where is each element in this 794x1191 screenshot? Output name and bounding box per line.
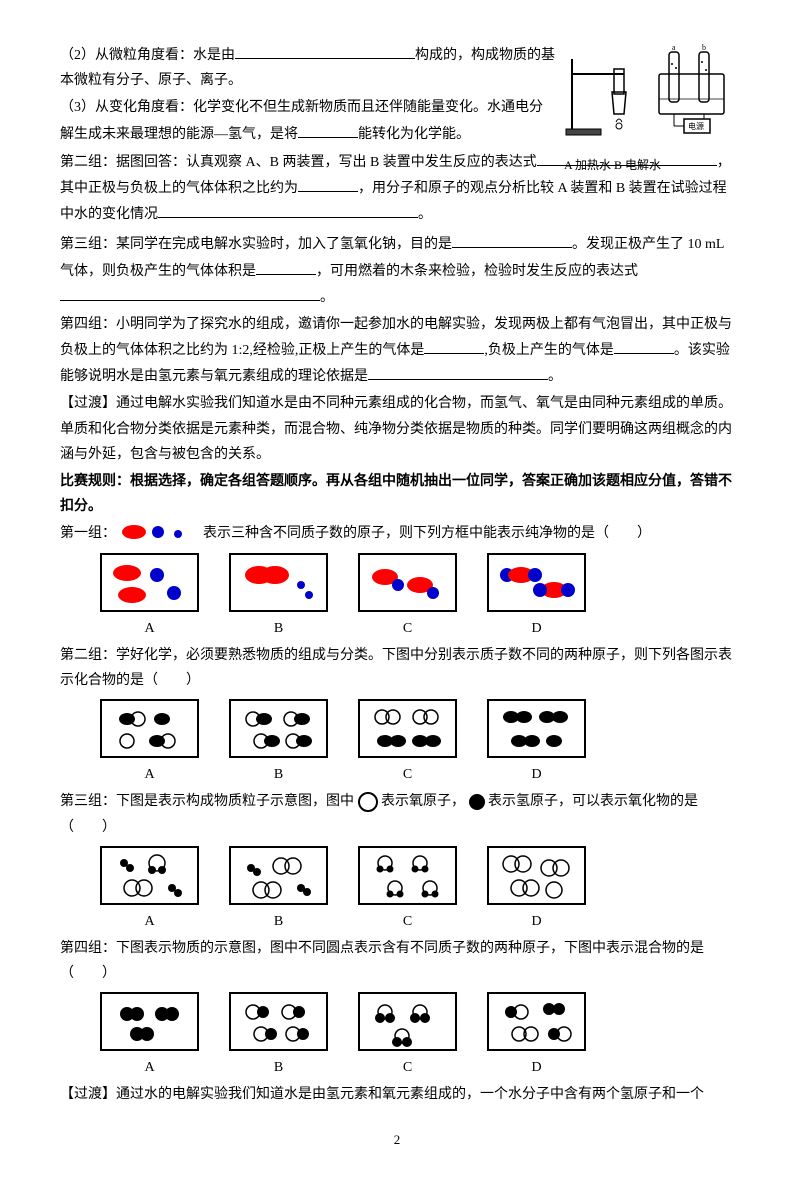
group2-line: 第二组：据图回答：认真观察 A、B 两装置，写出 B 装置中发生反应的表达式，其… (60, 149, 734, 228)
label4-d: D (531, 1055, 541, 1080)
g3a: 第三组：某同学在完成电解水实验时，加入了氢氧化钠，目的是 (60, 237, 452, 252)
apparatus-diagram: a b 电源 A 加热水 B 电解水 (564, 44, 734, 144)
label-a: A (144, 616, 154, 641)
group3-line: 第三组：某同学在完成电解水实验时，加入了氢氧化钠，目的是。发现正极产生了 10 … (60, 231, 734, 310)
blank-g3-3[interactable] (60, 284, 320, 301)
label-d: D (531, 616, 541, 641)
option4-c[interactable]: C (358, 992, 457, 1080)
blank-g3-2[interactable] (256, 258, 316, 275)
svg-text:a: a (672, 44, 676, 52)
option3-b[interactable]: B (229, 846, 328, 934)
grp1-mid: 表示三种含不同质子数的原子，则下列方框中能表示纯净物的是（ ） (203, 526, 651, 541)
blank-g3-1[interactable] (452, 231, 572, 248)
label2-b: B (274, 762, 283, 787)
label3-c: C (403, 909, 412, 934)
group2-prompt: 第二组：学好化学，必须要熟悉物质的组成与分类。下图中分别表示质子数不同的两种原子… (60, 643, 734, 693)
option4-b[interactable]: B (229, 992, 328, 1080)
group4-prompt: 第四组：下图表示物质的示意图，图中不同圆点表示含有不同质子数的两种原子，下图中表… (60, 936, 734, 986)
group2-options: A B C (100, 699, 734, 787)
transition2: 【过渡】通过水的电解实验我们知道水是由氢元素和氧元素组成的，一个水分子中含有两个… (60, 1082, 734, 1107)
grp3b: 表示氧原子， (381, 794, 465, 809)
blank-q3[interactable] (298, 121, 358, 138)
option3-a[interactable]: A (100, 846, 199, 934)
label3-b: B (274, 909, 283, 934)
option2-b[interactable]: B (229, 699, 328, 787)
oxygen-atom-icon (358, 792, 378, 812)
label2-d: D (531, 762, 541, 787)
label4-b: B (274, 1055, 283, 1080)
blank-q2[interactable] (235, 42, 415, 59)
group1-prompt: 第一组： 表示三种含不同质子数的原子，则下列方框中能表示纯净物的是（ ） (60, 521, 734, 546)
svg-text:电源: 电源 (688, 121, 704, 131)
blank-g4-1[interactable] (424, 337, 484, 354)
label3-a: A (144, 909, 154, 934)
transition1: 【过渡】通过电解水实验我们知道水是由不同种元素组成的化合物，而氢气、氧气是由同种… (60, 391, 734, 467)
option2-d[interactable]: D (487, 699, 586, 787)
svg-text:b: b (702, 44, 706, 52)
q3b: 能转化为化学能。 (358, 127, 470, 142)
group4-options: A B C (100, 992, 734, 1080)
option-d[interactable]: D (487, 553, 586, 641)
grp3a: 第三组：下图是表示构成物质粒子示意图，图中 (60, 794, 354, 809)
option-c[interactable]: C (358, 553, 457, 641)
option-b[interactable]: B (229, 553, 328, 641)
hydrogen-atom-icon (469, 794, 485, 810)
g2d: 。 (418, 207, 432, 222)
label3-d: D (531, 909, 541, 934)
option3-d[interactable]: D (487, 846, 586, 934)
option-a[interactable]: A (100, 553, 199, 641)
label-c: C (403, 616, 412, 641)
label-b: B (274, 616, 283, 641)
group3-prompt: 第三组：下图是表示构成物质粒子示意图，图中 表示氧原子， 表示氢原子，可以表示氧… (60, 789, 734, 839)
label4-a: A (144, 1055, 154, 1080)
label2-c: C (403, 762, 412, 787)
page-number: 2 (60, 1128, 734, 1151)
blank-g2-1[interactable] (537, 149, 717, 166)
option4-a[interactable]: A (100, 992, 199, 1080)
g3c: ，可用燃着的木条来检验，检验时发生反应的表达式 (316, 264, 638, 279)
g2a: 第二组：据图回答：认真观察 A、B 两装置，写出 B 装置中发生反应的表达式 (60, 155, 537, 170)
blank-g4-2[interactable] (614, 337, 674, 354)
grp1-pre: 第一组： (60, 526, 116, 541)
option2-c[interactable]: C (358, 699, 457, 787)
g4b: ,负极上产生的气体是 (484, 343, 614, 358)
three-atoms-icon (120, 522, 200, 546)
group3-options: A B C (100, 846, 734, 934)
blank-g2-3[interactable] (158, 201, 418, 218)
group4-line: 第四组：小明同学为了探究水的组成，邀请你一起参加水的电解实验，发现两极上都有气泡… (60, 312, 734, 390)
g4d: 。 (548, 369, 562, 384)
q2a: （2）从微粒角度看：水是由 (60, 48, 235, 63)
option4-d[interactable]: D (487, 992, 586, 1080)
blank-g2-2[interactable] (298, 175, 358, 192)
option3-c[interactable]: C (358, 846, 457, 934)
blank-g4-3[interactable] (368, 363, 548, 380)
rules: 比赛规则：根据选择，确定各组答题顺序。再从各组中随机抽出一位同学，答案正确加该题… (60, 469, 734, 519)
group1-options: A B C (100, 553, 734, 641)
label4-c: C (403, 1055, 412, 1080)
label2-a: A (144, 762, 154, 787)
g3d: 。 (320, 290, 334, 305)
option2-a[interactable]: A (100, 699, 199, 787)
